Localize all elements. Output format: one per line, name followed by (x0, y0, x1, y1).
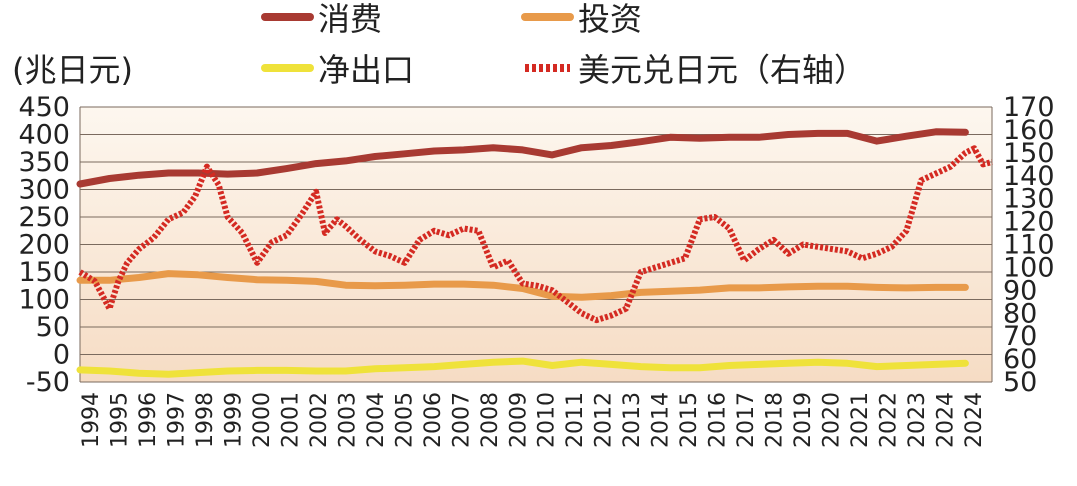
y-right-tick-label: 170 (1003, 92, 1055, 123)
y-left-tick-label: 150 (18, 257, 70, 288)
x-tick-label: 2000 (250, 392, 275, 448)
y-right-tick-label: 120 (1003, 207, 1055, 238)
y-axis-unit-label: (兆日元) (12, 51, 133, 89)
legend-item-consumption: 消费 (261, 0, 382, 38)
x-tick-label: 1997 (165, 392, 190, 448)
series-line-1 (76, 270, 969, 301)
series-line-0 (76, 128, 969, 188)
x-tick-label: 2017 (734, 392, 759, 448)
legend-label-consumption: 消费 (318, 0, 382, 38)
y-right-tick-label: 150 (1003, 138, 1055, 169)
x-tick-label: 2004 (364, 392, 389, 448)
x-tick-label: 2014 (649, 392, 674, 448)
legend-label-net-export: 净出口 (318, 51, 414, 89)
y-right-tick-label: 50 (1003, 367, 1037, 398)
y-left-tick-label: 300 (18, 175, 70, 206)
legend-item-investment: 投资 (521, 0, 642, 38)
legend-item-net-export: 净出口 (261, 51, 414, 89)
x-tick-label: 2011 (563, 392, 588, 448)
x-tick-label: 2009 (506, 392, 531, 448)
x-tick-label: 2024 (962, 392, 987, 448)
y-right-tick-label: 90 (1003, 275, 1037, 306)
x-tick-label: 2007 (449, 392, 474, 448)
y-right-tick-label: 80 (1003, 298, 1037, 329)
x-tick-label: 2020 (820, 392, 845, 448)
x-tick-label: 2008 (478, 392, 503, 448)
x-tick-label: 1999 (221, 392, 246, 448)
y-right-tick-label: 100 (1003, 252, 1055, 283)
y-right-tick-label: 70 (1003, 321, 1037, 352)
series-line-3 (78, 145, 993, 324)
x-tick-label: 1998 (193, 392, 218, 448)
x-tick-label: 2016 (706, 392, 731, 448)
x-tick-label: 2010 (535, 392, 560, 448)
x-tick-label: 2005 (392, 392, 417, 448)
y-right-tick-label: 140 (1003, 161, 1055, 192)
x-tick-label: 2019 (791, 392, 816, 448)
legend-label-usdjpy: 美元兑日元（右轴） (578, 51, 866, 89)
y-left-tick-label: -50 (26, 367, 70, 398)
x-tick-label: 1994 (79, 392, 104, 448)
x-tick-label: 2002 (307, 392, 332, 448)
y-left-tick-label: 200 (18, 230, 70, 261)
y-left-tick-label: 400 (18, 120, 70, 151)
legend-label-investment: 投资 (578, 0, 642, 38)
x-tick-label: 1995 (108, 392, 133, 448)
x-axis: 1994 1995 1996 1997 1998 1999 2000 2001 2002 2003… (79, 392, 987, 448)
x-tick-label: 2001 (278, 392, 303, 448)
y-right-tick-label: 110 (1003, 230, 1055, 261)
legend-item-usdjpy: 美元兑日元（右轴） (525, 51, 866, 89)
x-tick-label: 2015 (677, 392, 702, 448)
series-line-2 (76, 357, 969, 378)
y-left-tick-label: 50 (36, 312, 70, 343)
y-right-tick-label: 60 (1003, 344, 1037, 375)
x-tick-label: 2012 (592, 392, 617, 448)
x-tick-label: 2018 (763, 392, 788, 448)
x-tick-label: 2013 (620, 392, 645, 448)
x-tick-label: 2023 (905, 392, 930, 448)
y-left-tick-label: 250 (18, 202, 70, 233)
x-tick-label: 2003 (335, 392, 360, 448)
y-left-tick-label: 450 (18, 92, 70, 123)
x-tick-label: 2021 (848, 392, 873, 448)
x-tick-label: 2022 (877, 392, 902, 448)
gridlines (79, 106, 993, 383)
x-tick-label: 2024 (934, 392, 959, 448)
y-left-tick-label: 350 (18, 147, 70, 178)
series-layer (76, 128, 993, 378)
y-left-tick-label: 0 (53, 340, 70, 371)
y-right-tick-label: 130 (1003, 184, 1055, 215)
x-tick-label: 1996 (136, 392, 161, 448)
y-right-tick-label: 160 (1003, 115, 1055, 146)
legend: 消费 投资 净出口 美元兑日元（右轴） (261, 0, 866, 89)
y-left-tick-label: 100 (18, 285, 70, 316)
x-tick-label: 2006 (421, 392, 446, 448)
